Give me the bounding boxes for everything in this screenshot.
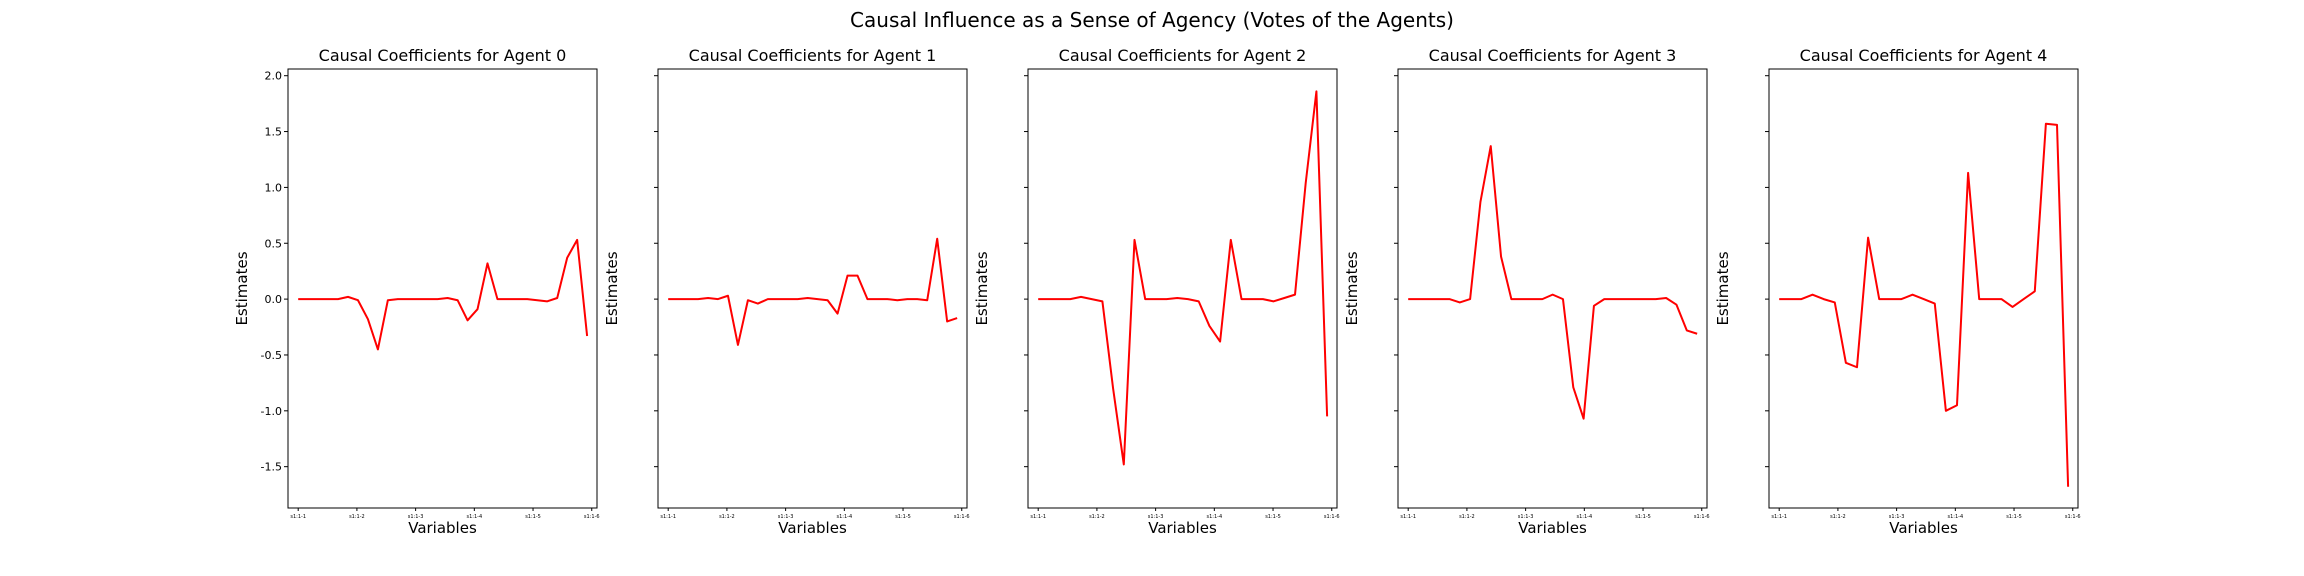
y-tick-label: -1.5 — [261, 461, 282, 474]
x-tick-label: s1:1-6 — [2065, 514, 2081, 520]
subplot-agent-3: Causal Coefficients for Agent 3 s1:1-1 s1:… — [1343, 46, 1710, 537]
x-axis-label: Variables — [1518, 519, 1587, 537]
subplot-agent-0: Causal Coefficients for Agent 0 -1.5 -1.0 -… — [233, 46, 600, 537]
axes-frame — [1768, 68, 2079, 509]
x-tick-label: s1:1-6 — [954, 514, 970, 520]
subplot-title: Causal Coefficients for Agent 3 — [1429, 46, 1677, 65]
y-tick-label: 0.0 — [265, 293, 283, 306]
y-axis-label: Estimates — [1343, 251, 1361, 325]
x-tick-label: s1:1-2 — [719, 514, 735, 520]
y-tick-label: -0.5 — [261, 349, 282, 362]
subplot-agent-4: Causal Coefficients for Agent 4 s1:1-1 s1:… — [1714, 46, 2081, 537]
y-tick-label: -1.0 — [261, 405, 282, 418]
x-axis-label: Variables — [1889, 519, 1958, 537]
x-tick-label: s1:1-4 — [1207, 514, 1223, 520]
x-tick-label: s1:1-5 — [1265, 514, 1281, 520]
figure-suptitle: Causal Influence as a Sense of Agency (V… — [850, 8, 1454, 32]
x-tick-label: s1:1-3 — [778, 514, 794, 520]
series-line — [1038, 90, 1329, 466]
axes-frame — [1027, 68, 1338, 509]
y-axis-label: Estimates — [1714, 251, 1732, 325]
x-tick-label: s1:1-5 — [1635, 514, 1651, 520]
x-tick-label: s1:1-6 — [1694, 514, 1710, 520]
x-tick-label: s1:1-1 — [1400, 514, 1416, 520]
y-tick-label: 1.0 — [265, 181, 283, 194]
subplot-agent-2: Causal Coefficients for Agent 2 s1:1-1 s1:… — [973, 46, 1340, 537]
x-tick-label: s1:1-5 — [895, 514, 911, 520]
x-tick-label: s1:1-4 — [837, 514, 853, 520]
x-tick-label: s1:1-4 — [1577, 514, 1593, 520]
y-axis-label: Estimates — [233, 251, 251, 325]
x-tick-label: s1:1-6 — [1324, 514, 1340, 520]
x-tick-label: s1:1-3 — [1518, 514, 1534, 520]
x-tick-label: s1:1-2 — [1089, 514, 1105, 520]
x-tick-label: s1:1-2 — [1830, 514, 1846, 520]
y-axis-label: Estimates — [603, 251, 621, 325]
x-tick-label: s1:1-4 — [1948, 514, 1964, 520]
y-tick-label: 2.0 — [265, 70, 283, 83]
subplots-container: Causal Coefficients for Agent 0 -1.5 -1.0 -… — [233, 46, 2081, 537]
x-tick-label: s1:1-1 — [1030, 514, 1046, 520]
x-tick-label: s1:1-5 — [2006, 514, 2022, 520]
subplot-title: Causal Coefficients for Agent 4 — [1800, 46, 2048, 65]
y-tick-label: 1.5 — [265, 126, 283, 139]
x-tick-label: s1:1-1 — [1771, 514, 1787, 520]
x-tick-label: s1:1-4 — [467, 514, 483, 520]
subplot-agent-1: Causal Coefficients for Agent 1 s1:1-1 s1:… — [603, 46, 970, 537]
x-tick-label: s1:1-5 — [525, 514, 541, 520]
x-tick-label: s1:1-2 — [1459, 514, 1475, 520]
x-axis-label: Variables — [778, 519, 847, 537]
subplot-title: Causal Coefficients for Agent 2 — [1059, 46, 1307, 65]
x-axis-label: Variables — [1148, 519, 1217, 537]
x-axis-label: Variables — [408, 519, 477, 537]
y-axis-label: Estimates — [973, 251, 991, 325]
x-tick-label: s1:1-2 — [349, 514, 365, 520]
x-tick-label: s1:1-3 — [1148, 514, 1164, 520]
subplot-title: Causal Coefficients for Agent 0 — [319, 46, 567, 65]
axes-frame — [657, 68, 968, 509]
x-tick-label: s1:1-3 — [1889, 514, 1905, 520]
subplot-title: Causal Coefficients for Agent 1 — [689, 46, 937, 65]
y-tick-label: 0.5 — [265, 237, 283, 250]
axes-frame — [287, 68, 598, 509]
axes-frame — [1397, 68, 1708, 509]
x-tick-label: s1:1-1 — [660, 514, 676, 520]
x-tick-label: s1:1-1 — [290, 514, 306, 520]
x-tick-label: s1:1-3 — [408, 514, 424, 520]
series-line — [668, 237, 958, 346]
series-line — [298, 238, 589, 351]
x-tick-label: s1:1-6 — [584, 514, 600, 520]
